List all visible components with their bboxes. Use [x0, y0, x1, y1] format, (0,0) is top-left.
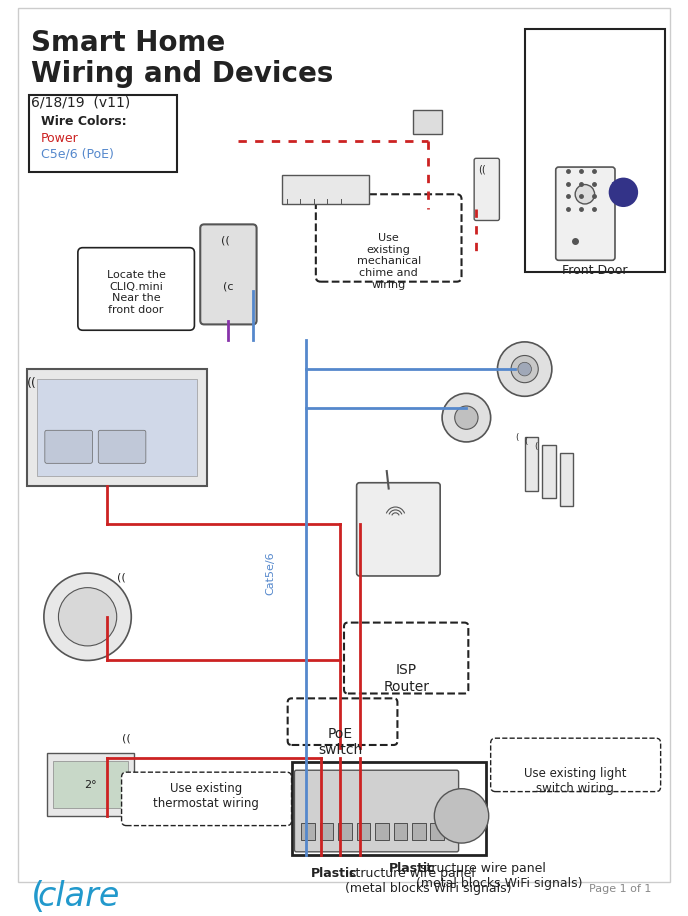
- Text: (: (: [535, 442, 537, 452]
- FancyBboxPatch shape: [78, 247, 195, 331]
- Circle shape: [455, 406, 478, 430]
- Bar: [542, 445, 556, 498]
- FancyBboxPatch shape: [30, 95, 177, 172]
- Bar: [338, 823, 352, 840]
- Text: Use
existing
mechanical
chime and
wiring: Use existing mechanical chime and wiring: [356, 233, 421, 289]
- Circle shape: [58, 588, 117, 646]
- Bar: [356, 823, 370, 840]
- Text: )))): )))): [610, 181, 625, 191]
- FancyBboxPatch shape: [200, 224, 257, 324]
- Bar: [525, 437, 538, 490]
- Circle shape: [44, 573, 131, 660]
- FancyBboxPatch shape: [288, 698, 398, 745]
- FancyBboxPatch shape: [556, 167, 615, 260]
- Bar: [301, 823, 315, 840]
- Text: (c: (c: [223, 281, 234, 291]
- Text: Smart Home: Smart Home: [31, 29, 226, 57]
- Text: Use existing light
switch wiring: Use existing light switch wiring: [524, 768, 626, 795]
- Text: C5e/6 (PoE): C5e/6 (PoE): [41, 147, 114, 160]
- FancyBboxPatch shape: [45, 431, 92, 463]
- Bar: [320, 823, 333, 840]
- Circle shape: [575, 184, 594, 204]
- Text: Use existing
thermostat wiring: Use existing thermostat wiring: [153, 782, 259, 811]
- Bar: [52, 761, 129, 808]
- Bar: [282, 175, 369, 204]
- FancyBboxPatch shape: [122, 772, 292, 825]
- Circle shape: [442, 393, 491, 442]
- Text: (: (: [515, 432, 518, 442]
- Text: ((: ((: [28, 377, 37, 390]
- Text: Power: Power: [41, 132, 78, 145]
- Bar: [394, 823, 407, 840]
- Text: ((: ((: [117, 572, 125, 583]
- Bar: [413, 110, 442, 134]
- Text: Cat5e/6: Cat5e/6: [265, 551, 275, 594]
- Text: (: (: [31, 880, 45, 914]
- Bar: [292, 762, 486, 855]
- Bar: [525, 29, 665, 272]
- Bar: [559, 453, 573, 506]
- FancyBboxPatch shape: [316, 194, 462, 282]
- Text: Wiring and Devices: Wiring and Devices: [31, 60, 334, 88]
- Circle shape: [497, 342, 552, 397]
- Text: ((: ((: [122, 733, 130, 743]
- FancyBboxPatch shape: [294, 770, 459, 852]
- Text: 6/18/19  (v11): 6/18/19 (v11): [31, 95, 131, 109]
- Text: Front Door: Front Door: [562, 264, 627, 278]
- Text: PoE
switch: PoE switch: [318, 726, 363, 757]
- Bar: [28, 369, 207, 485]
- Text: clare: clare: [37, 880, 120, 913]
- Circle shape: [518, 363, 531, 376]
- FancyBboxPatch shape: [491, 738, 660, 791]
- Text: Plastic: Plastic: [311, 867, 358, 880]
- Text: Wire Colors:: Wire Colors:: [41, 114, 127, 127]
- Text: ISP
Router: ISP Router: [383, 663, 429, 693]
- Bar: [431, 823, 444, 840]
- FancyBboxPatch shape: [356, 483, 440, 576]
- Bar: [375, 823, 389, 840]
- Text: Locate the
CLIQ.mini
Near the
front door: Locate the CLIQ.mini Near the front door: [107, 270, 166, 315]
- Bar: [37, 379, 197, 476]
- FancyBboxPatch shape: [344, 623, 469, 693]
- Text: ((: ((: [478, 165, 486, 175]
- Bar: [47, 753, 134, 816]
- FancyBboxPatch shape: [98, 431, 146, 463]
- Text: Z: Z: [620, 187, 627, 197]
- Text: (: (: [525, 438, 528, 446]
- Circle shape: [434, 789, 488, 843]
- Bar: [412, 823, 426, 840]
- Text: structure wire panel
(metal blocks WiFi signals): structure wire panel (metal blocks WiFi …: [416, 862, 582, 889]
- Text: 2°: 2°: [84, 780, 97, 790]
- Text: ((: ((: [221, 236, 229, 245]
- Text: Plastic: Plastic: [389, 862, 436, 875]
- Text: Page 1 of 1: Page 1 of 1: [588, 884, 651, 894]
- Circle shape: [511, 355, 538, 383]
- FancyBboxPatch shape: [474, 158, 499, 221]
- Text: structure wire panel
(metal blocks WiFi signals): structure wire panel (metal blocks WiFi …: [345, 867, 511, 895]
